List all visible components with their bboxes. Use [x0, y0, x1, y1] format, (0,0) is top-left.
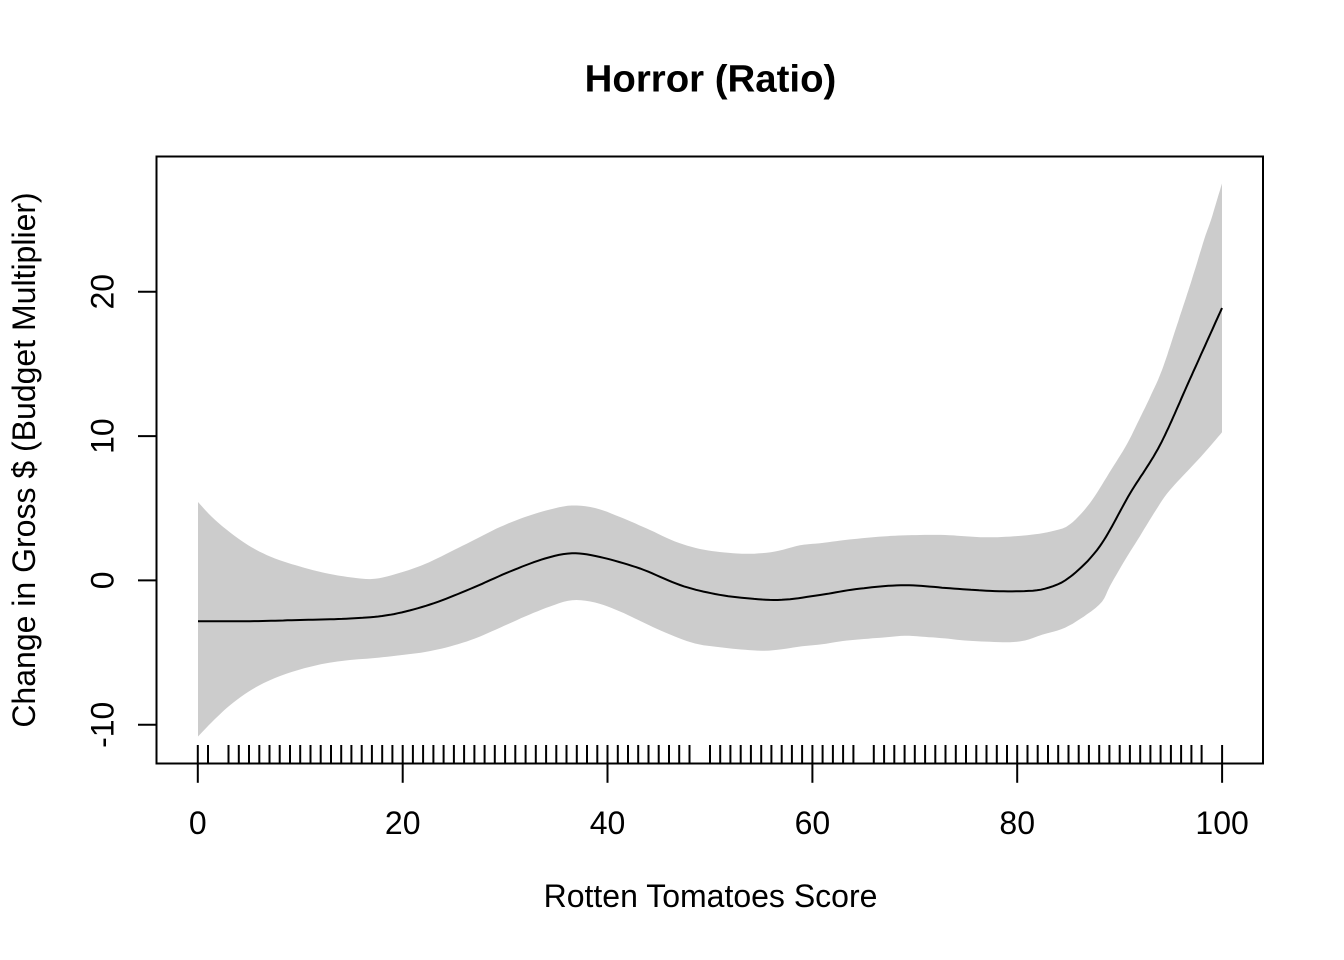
svg-text:40: 40 [590, 805, 626, 841]
svg-text:20: 20 [385, 805, 421, 841]
svg-text:100: 100 [1195, 805, 1248, 841]
svg-text:0: 0 [85, 572, 121, 590]
svg-text:60: 60 [795, 805, 831, 841]
svg-text:Horror (Ratio): Horror (Ratio) [585, 58, 837, 101]
svg-text:-10: -10 [85, 702, 121, 748]
svg-text:0: 0 [189, 805, 207, 841]
svg-text:20: 20 [85, 274, 121, 310]
svg-text:Rotten Tomatoes Score: Rotten Tomatoes Score [544, 878, 878, 914]
svg-text:10: 10 [85, 418, 121, 454]
svg-text:Change in Gross $ (Budget Mult: Change in Gross $ (Budget Multiplier) [6, 192, 42, 727]
svg-text:80: 80 [999, 805, 1035, 841]
